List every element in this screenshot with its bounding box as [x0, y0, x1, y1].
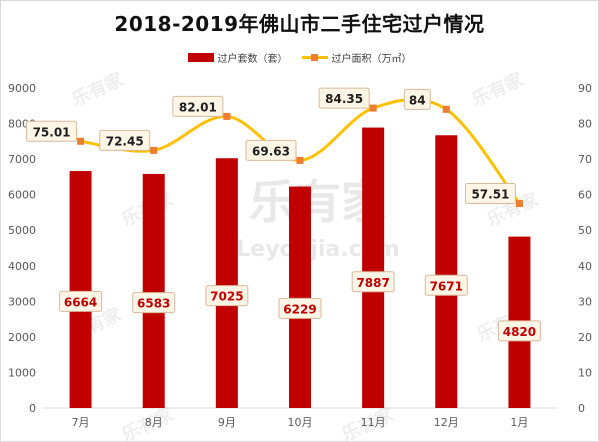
line-marker	[150, 146, 158, 154]
bar-data-label: 6664	[64, 295, 97, 309]
line-data-label: 69.63	[252, 144, 290, 158]
y-left-tick-label: 9000	[8, 82, 36, 95]
x-tick-label: 9月	[218, 416, 236, 429]
x-tick-label: 10月	[288, 416, 313, 429]
watermark-mark: 乐有家	[68, 68, 127, 111]
bar-data-label-box	[278, 297, 322, 319]
bar	[215, 158, 238, 408]
x-tick-label: 12月	[434, 416, 459, 429]
line-marker	[369, 104, 377, 112]
y-right-tick-label: 80	[578, 118, 592, 131]
line-marker	[442, 105, 450, 113]
bar-data-label-box	[205, 285, 249, 307]
y-right-tick-label: 30	[578, 295, 592, 308]
line-data-label: 57.51	[471, 188, 509, 202]
legend-label-bar: 过户套数（套）	[217, 54, 288, 65]
line-data-label: 72.45	[106, 134, 144, 148]
y-left-tick-label: 2000	[8, 331, 36, 344]
line-data-label: 75.01	[33, 125, 71, 139]
bar-data-label-box	[497, 320, 541, 342]
line-data-label-box	[403, 88, 431, 110]
bar-data-label: 4820	[503, 325, 536, 339]
y-right-tick-label: 60	[578, 189, 592, 202]
y-right-tick-label: 70	[578, 153, 592, 166]
y-left-tick-label: 5000	[8, 224, 36, 237]
y-right-tick-label: 90	[578, 82, 592, 95]
bar-data-label: 7025	[210, 290, 243, 304]
legend-swatch-line	[301, 53, 328, 62]
bar	[435, 135, 458, 408]
x-tick-label: 8月	[145, 416, 163, 429]
line-data-label-box	[172, 95, 224, 117]
line-data-label: 84	[409, 93, 426, 107]
line-data-label-box	[245, 139, 297, 161]
bar	[69, 171, 92, 408]
legend-item-bar: 过户套数（套）	[187, 50, 288, 65]
y-left-tick-label: 3000	[8, 295, 36, 308]
y-right-tick-label: 20	[578, 331, 592, 344]
y-left-tick-label: 0	[29, 402, 36, 415]
line-data-label-box	[99, 129, 151, 151]
x-tick-label: 11月	[361, 416, 386, 429]
line-data-label-box	[318, 87, 370, 109]
y-right-tick-label: 10	[578, 366, 592, 379]
bar-data-label-box	[424, 274, 468, 296]
y-left-tick-label: 1000	[8, 366, 36, 379]
legend-item-line: 过户面积（万㎡）	[301, 50, 412, 65]
line-marker	[223, 112, 231, 120]
chart-title: 2018-2019年佛山市二手住宅过户情况	[114, 12, 485, 36]
legend-swatch-bar	[187, 53, 214, 62]
legend-label-line: 过户面积（万㎡）	[331, 54, 412, 65]
bar-data-label: 6583	[137, 297, 170, 311]
line-marker	[77, 137, 85, 145]
line-data-label: 82.01	[179, 100, 217, 114]
bar-data-label: 7887	[356, 276, 389, 290]
x-tick-label: 1月	[510, 416, 528, 429]
line-marker	[296, 156, 304, 164]
bar-data-label-box	[351, 271, 395, 293]
y-right-tick-label: 50	[578, 224, 592, 237]
x-tick-label: 7月	[72, 416, 90, 429]
bar-data-label-box	[132, 292, 176, 314]
bar-data-label: 7671	[430, 279, 463, 293]
y-left-tick-label: 4000	[8, 260, 36, 273]
y-left-tick-label: 7000	[8, 153, 36, 166]
y-right-tick-label: 40	[578, 260, 592, 273]
bar	[142, 173, 165, 408]
watermark-mark: 乐有家	[468, 68, 527, 111]
chart-legend: 过户套数（套） 过户面积（万㎡）	[0, 50, 599, 65]
bar	[362, 127, 385, 408]
bar-data-label-box	[59, 290, 103, 312]
bar-data-label: 6229	[283, 302, 316, 316]
y-right-tick-label: 0	[578, 402, 585, 415]
y-left-tick-label: 6000	[8, 189, 36, 202]
line-data-label-box	[464, 183, 516, 205]
line-marker	[515, 200, 523, 208]
line-data-label-box	[26, 120, 78, 142]
bar	[289, 186, 311, 408]
line-data-label: 84.35	[325, 92, 363, 106]
